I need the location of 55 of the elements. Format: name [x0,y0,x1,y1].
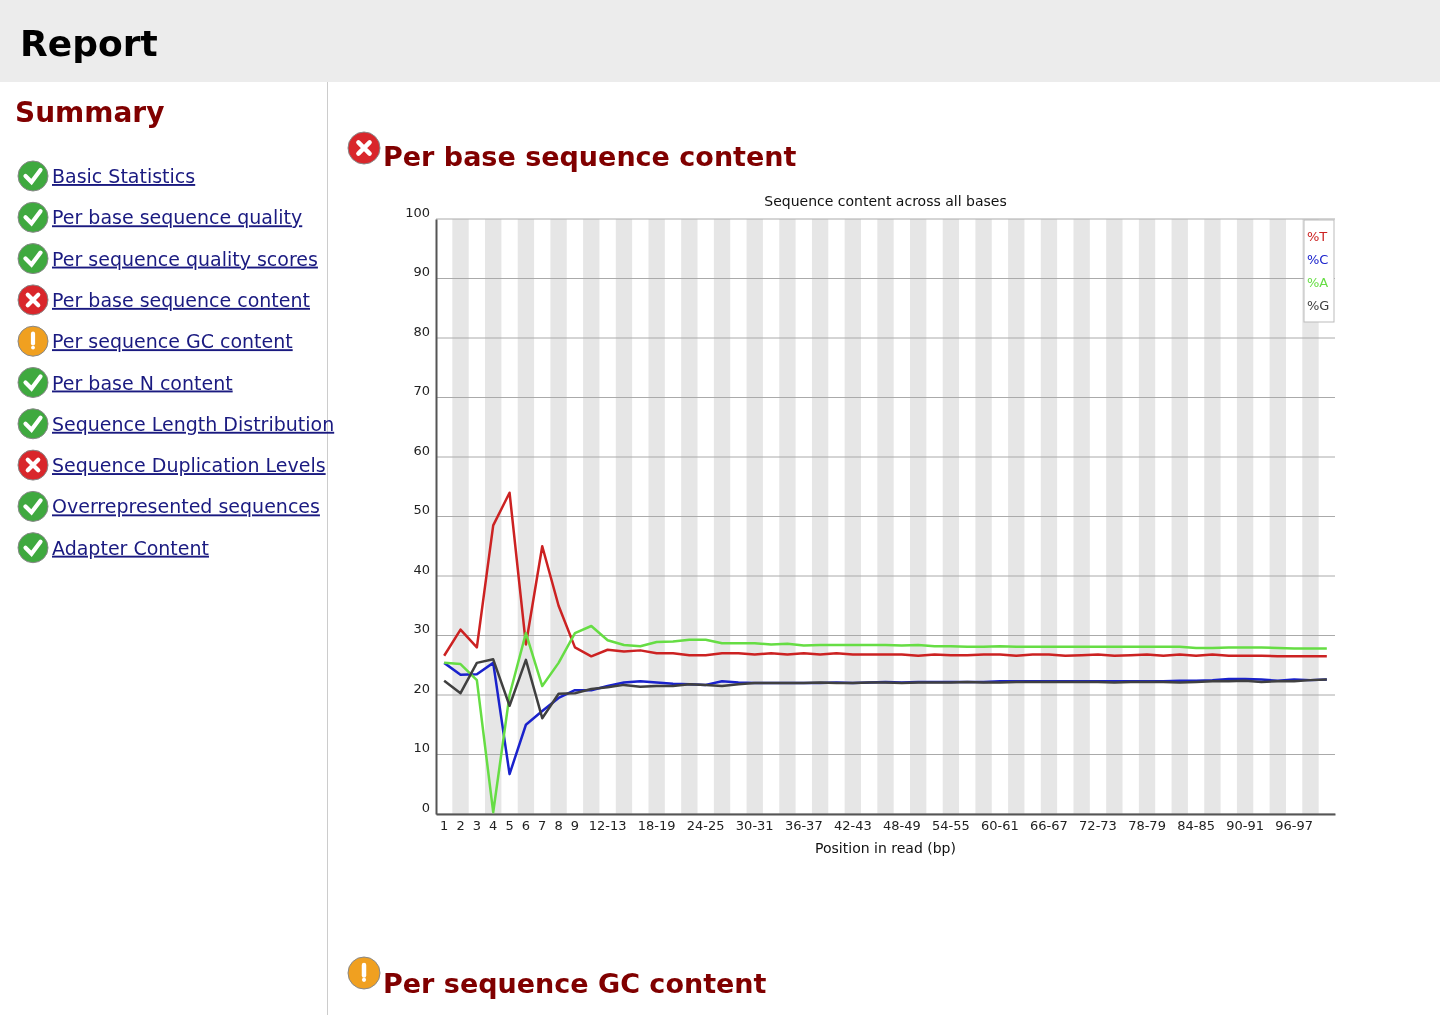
x-tick-label: 30-31 [735,818,774,834]
chart-title: Per base sequence content [383,141,797,172]
x-tick-label: 66-67 [1030,818,1068,834]
y-tick-label: 80 [413,323,430,339]
y-tick-label: 70 [413,383,430,399]
y-tick-label: 60 [413,442,430,458]
y-tick-label: 100 [405,204,430,220]
y-tick-label: 10 [413,740,430,756]
x-tick-label: 8 [554,818,563,834]
x-tick-label: 24-25 [686,818,725,834]
text: Per sequence quality scores [52,247,318,270]
text: Overrepresented sequences [52,495,320,518]
y-tick-label: 40 [413,561,430,577]
text: Sequence Length Distribution [52,412,335,435]
text: Per base sequence content [52,288,310,311]
text: %G [1307,298,1330,313]
x-tick-label: 9 [570,818,580,834]
y-tick-label: 50 [413,502,430,518]
x-tick-label: 6 [521,818,531,834]
x-tick-label: 4 [489,818,498,834]
x-tick-label: 72-73 [1079,818,1117,834]
x-tick-label: 54-55 [931,818,970,834]
x-tick-label: 84-85 [1177,818,1215,834]
x-tick-label: 96-97 [1275,818,1314,834]
x-tick-label: 42-43 [833,818,872,834]
x-tick-label: 2 [456,818,465,834]
text: Per sequence GC content [383,968,767,999]
y-tick-label: 0 [421,799,430,815]
text: %C [1307,252,1329,267]
text: Sequence Duplication Levels [52,454,326,477]
x-tick-label: 1 [440,818,449,834]
text: Per base sequence quality [52,206,303,229]
x-tick-label: 60-61 [981,818,1019,834]
text: Summary [15,96,165,129]
x-tick-label: 18-19 [637,818,676,834]
text: Adapter Content [52,536,209,559]
x-tick-label: 36-37 [784,818,823,834]
y-tick-label: 30 [413,621,430,637]
x-tick-label: 3 [472,818,481,834]
x-tick-label: 5 [505,818,514,834]
x-tick-label: 48-49 [882,818,921,834]
text: Per sequence GC content [52,330,293,353]
text: Basic Statistics [52,165,196,187]
y-tick-label: 20 [413,680,430,696]
x-axis-title: Position in read (bp) [815,840,956,856]
x-tick-label: 7 [538,818,547,834]
x-tick-label: 12-13 [588,818,627,834]
text: %A [1307,275,1329,290]
chart-subtitle: Sequence content across all bases [764,193,1007,209]
text: Report [20,23,158,64]
x-tick-label: 78-79 [1128,818,1166,834]
x-tick-label: 90-91 [1226,818,1264,834]
text: Per base N content [52,371,233,394]
text: %T [1307,229,1328,244]
y-tick-label: 90 [413,264,430,280]
